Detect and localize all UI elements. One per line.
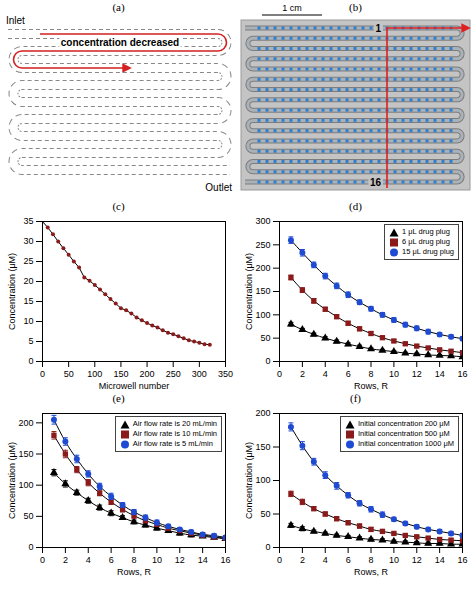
svg-text:14: 14 bbox=[198, 555, 208, 565]
html-text:Air flow rate is 20 mL/min: Air flow rate is 20 mL/min bbox=[132, 419, 217, 428]
svg-text:0: 0 bbox=[40, 369, 45, 379]
svg-text:2: 2 bbox=[63, 555, 68, 565]
svg-text:350: 350 bbox=[218, 369, 233, 379]
html-text:Initial concentration 200 μM: Initial concentration 200 μM bbox=[358, 419, 450, 428]
html-text:6 μL drug plug: 6 μL drug plug bbox=[402, 237, 450, 246]
svg-text:10: 10 bbox=[389, 369, 399, 379]
svg-text:concentration decreased: concentration decreased bbox=[61, 37, 179, 48]
svg-text:12: 12 bbox=[412, 369, 422, 379]
svg-text:4: 4 bbox=[323, 369, 328, 379]
html-text:Initial concentration 500 μM: Initial concentration 500 μM bbox=[358, 429, 450, 438]
svg-text:5: 5 bbox=[28, 336, 33, 346]
svg-text:50: 50 bbox=[64, 369, 74, 379]
svg-text:2: 2 bbox=[300, 369, 305, 379]
svg-text:100: 100 bbox=[255, 475, 270, 485]
svg-text:8: 8 bbox=[368, 369, 373, 379]
svg-text:200: 200 bbox=[18, 418, 33, 428]
svg-text:8: 8 bbox=[368, 555, 373, 565]
svg-text:150: 150 bbox=[255, 286, 270, 296]
svg-text:100: 100 bbox=[87, 369, 102, 379]
svg-text:Concentration (μM): Concentration (μM) bbox=[7, 253, 17, 330]
svg-text:1: 1 bbox=[375, 23, 381, 34]
svg-text:6: 6 bbox=[109, 555, 114, 565]
svg-text:150: 150 bbox=[255, 442, 270, 452]
svg-text:Rows, R: Rows, R bbox=[354, 567, 389, 577]
svg-text:0: 0 bbox=[28, 542, 33, 552]
html-text:(f): (f) bbox=[350, 392, 361, 404]
svg-text:1 cm: 1 cm bbox=[282, 3, 302, 13]
svg-text:0: 0 bbox=[277, 555, 282, 565]
svg-text:100: 100 bbox=[255, 310, 270, 320]
svg-text:16: 16 bbox=[370, 177, 382, 188]
svg-text:16: 16 bbox=[457, 555, 467, 565]
svg-text:Concentration (μM): Concentration (μM) bbox=[244, 253, 254, 330]
svg-text:25: 25 bbox=[23, 256, 33, 266]
svg-text:4: 4 bbox=[86, 555, 91, 565]
svg-text:6: 6 bbox=[346, 555, 351, 565]
svg-text:14: 14 bbox=[435, 369, 445, 379]
svg-text:Microwell number: Microwell number bbox=[99, 381, 170, 391]
svg-text:10: 10 bbox=[23, 316, 33, 326]
svg-text:(b): (b) bbox=[349, 1, 362, 14]
svg-text:10: 10 bbox=[389, 555, 399, 565]
svg-text:2: 2 bbox=[300, 555, 305, 565]
svg-text:16: 16 bbox=[457, 369, 467, 379]
svg-text:35: 35 bbox=[23, 216, 33, 226]
svg-text:6: 6 bbox=[346, 369, 351, 379]
svg-text:200: 200 bbox=[140, 369, 155, 379]
html-text:1 μL drug plug: 1 μL drug plug bbox=[402, 227, 450, 236]
svg-text:100: 100 bbox=[18, 480, 33, 490]
svg-text:12: 12 bbox=[412, 555, 422, 565]
svg-text:8: 8 bbox=[131, 555, 136, 565]
svg-text:30: 30 bbox=[23, 236, 33, 246]
svg-text:0: 0 bbox=[40, 555, 45, 565]
svg-text:16: 16 bbox=[220, 555, 230, 565]
svg-text:Outlet: Outlet bbox=[205, 182, 232, 193]
svg-text:Concentration (μM): Concentration (μM) bbox=[7, 442, 17, 519]
svg-text:12: 12 bbox=[175, 555, 185, 565]
html-text:(d): (d) bbox=[349, 200, 362, 212]
svg-text:200: 200 bbox=[255, 263, 270, 273]
svg-text:4: 4 bbox=[323, 555, 328, 565]
html-text:(e): (e) bbox=[112, 392, 125, 404]
svg-text:0: 0 bbox=[265, 356, 270, 366]
svg-text:250: 250 bbox=[255, 240, 270, 250]
svg-text:10: 10 bbox=[152, 555, 162, 565]
svg-text:50: 50 bbox=[23, 511, 33, 521]
html-text:Air flow rate is 5 mL/min: Air flow rate is 5 mL/min bbox=[132, 439, 213, 448]
svg-text:250: 250 bbox=[166, 369, 181, 379]
svg-text:0: 0 bbox=[265, 542, 270, 552]
svg-text:50: 50 bbox=[260, 509, 270, 519]
svg-text:Rows, R: Rows, R bbox=[117, 567, 152, 577]
svg-text:Rows, R: Rows, R bbox=[354, 381, 389, 391]
svg-text:50: 50 bbox=[260, 333, 270, 343]
svg-text:300: 300 bbox=[255, 216, 270, 226]
svg-text:14: 14 bbox=[435, 555, 445, 565]
html-text:Air flow rate is 10 mL/min: Air flow rate is 10 mL/min bbox=[132, 429, 217, 438]
svg-text:0: 0 bbox=[277, 369, 282, 379]
svg-text:Concentration (μM): Concentration (μM) bbox=[244, 442, 254, 519]
html-text:Initial concentration 1000 μM: Initial concentration 1000 μM bbox=[358, 439, 454, 448]
html-text:(c): (c) bbox=[112, 200, 125, 212]
svg-text:200: 200 bbox=[255, 408, 270, 418]
svg-text:15: 15 bbox=[23, 296, 33, 306]
svg-text:(a): (a) bbox=[112, 1, 125, 14]
svg-text:150: 150 bbox=[113, 369, 128, 379]
html-text:15 μL drug plug: 15 μL drug plug bbox=[402, 247, 454, 256]
svg-text:300: 300 bbox=[192, 369, 207, 379]
svg-text:150: 150 bbox=[18, 449, 33, 459]
svg-text:Inlet: Inlet bbox=[6, 15, 25, 26]
svg-text:0: 0 bbox=[28, 356, 33, 366]
svg-text:20: 20 bbox=[23, 276, 33, 286]
